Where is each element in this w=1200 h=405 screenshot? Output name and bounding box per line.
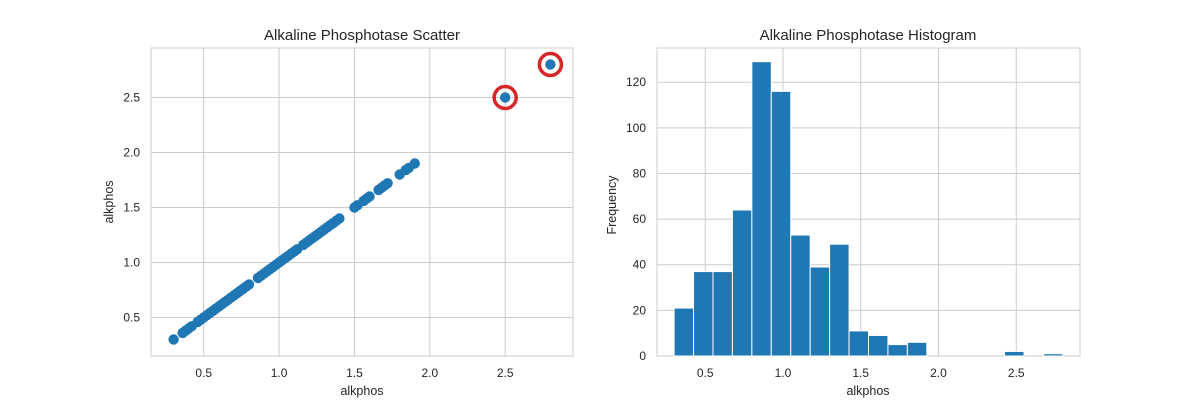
histogram-y-tick-label: 80 — [633, 166, 647, 180]
histogram-bar — [731, 209, 753, 357]
histogram-x-tick-label: 1.0 — [775, 366, 792, 380]
scatter-point — [243, 279, 255, 290]
histogram-bar — [1004, 350, 1025, 357]
scatter-point — [545, 59, 556, 70]
histogram-bar — [887, 344, 908, 357]
scatter-y-tick-label: 0.5 — [123, 311, 140, 325]
histogram-y-tick-label: 0 — [639, 349, 646, 363]
scatter-y-tick-label: 1.0 — [123, 256, 140, 270]
scatter-x-tick-label: 1.5 — [346, 366, 363, 380]
scatter-y-tick-label: 2.0 — [123, 146, 140, 160]
histogram-y-ticks: 0 20 40 60 80 100 120 — [626, 75, 646, 363]
histogram-bar — [848, 330, 870, 357]
scatter-x-tick-label: 0.5 — [195, 366, 212, 380]
scatter-point — [334, 213, 345, 224]
histogram-x-ticks: 0.5 1.0 1.5 2.0 2.5 — [697, 366, 1025, 380]
histogram-bar — [790, 234, 811, 357]
histogram-bar — [829, 243, 850, 357]
scatter-grid — [151, 48, 573, 356]
scatter-point — [168, 334, 179, 345]
scatter-point — [409, 158, 420, 169]
histogram-y-tick-label: 60 — [633, 212, 647, 226]
scatter-point — [364, 191, 375, 202]
histogram-bars — [673, 61, 1064, 357]
scatter-y-label: alkphos — [102, 180, 116, 223]
scatter-highlights — [492, 51, 564, 111]
histogram-bar — [770, 90, 792, 357]
scatter-y-tick-label: 1.5 — [123, 201, 140, 215]
histogram-y-tick-label: 40 — [633, 258, 647, 272]
histogram-bar — [809, 266, 831, 357]
scatter-y-tick-label: 2.5 — [123, 91, 140, 105]
histogram-x-label: alkphos — [846, 384, 889, 398]
histogram-bar — [1042, 353, 1064, 357]
scatter-y-ticks: 0.5 1.0 1.5 2.0 2.5 — [123, 91, 140, 325]
scatter-panel: 0.5 1.0 1.5 2.0 2.5 0.5 1.0 1.5 2.0 2.5 Alkaline… — [102, 27, 574, 398]
scatter-x-ticks: 0.5 1.0 1.5 2.0 2.5 — [195, 366, 513, 380]
outlier-highlight-ring — [537, 51, 564, 78]
histogram-bar — [673, 307, 695, 357]
scatter-title: Alkaline Phosphotase Scatter — [264, 27, 460, 44]
histogram-y-tick-label: 20 — [633, 303, 647, 317]
scatter-x-tick-label: 1.0 — [271, 366, 288, 380]
histogram-title: Alkaline Phosphotase Histogram — [760, 27, 977, 44]
outlier-highlight-ring — [492, 84, 518, 111]
histogram-x-tick-label: 2.5 — [1008, 366, 1025, 380]
histogram-y-tick-label: 120 — [626, 75, 646, 89]
histogram-bar — [751, 61, 772, 357]
histogram-bar — [868, 334, 889, 357]
scatter-x-tick-label: 2.0 — [421, 366, 438, 380]
histogram-x-tick-label: 1.5 — [852, 366, 869, 380]
histogram-x-tick-label: 2.0 — [930, 366, 947, 380]
scatter-point — [382, 178, 393, 189]
histogram-bar — [906, 341, 928, 357]
histogram-y-label: Frequency — [605, 175, 619, 235]
scatter-points — [168, 59, 556, 345]
histogram-bar — [693, 271, 714, 357]
histogram-panel: 0.5 1.0 1.5 2.0 2.5 0 20 40 60 80 100 120 Alkaline… — [605, 27, 1081, 398]
histogram-y-tick-label: 100 — [626, 121, 646, 135]
histogram-x-tick-label: 0.5 — [697, 366, 714, 380]
scatter-x-tick-label: 2.5 — [497, 366, 514, 380]
scatter-point — [499, 92, 511, 103]
scatter-x-label: alkphos — [340, 384, 383, 398]
histogram-bar — [712, 271, 733, 357]
